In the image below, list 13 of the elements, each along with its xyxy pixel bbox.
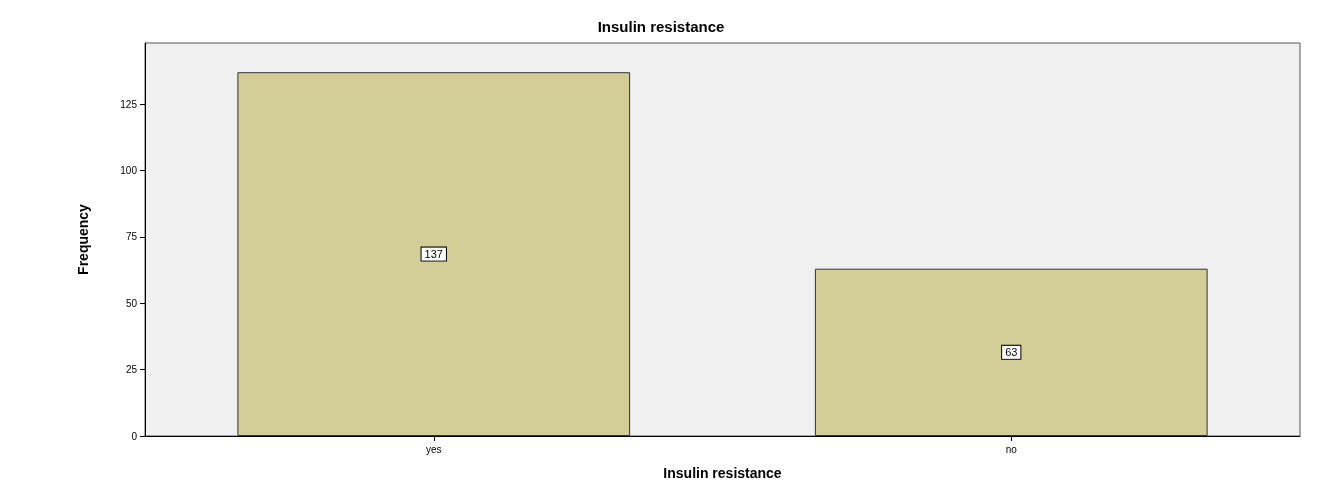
x-tick-label: yes xyxy=(425,443,442,455)
y-axis-title: Frequency xyxy=(75,203,91,275)
x-axis-title: Insulin resistance xyxy=(663,465,782,481)
data-label: 137 xyxy=(424,248,443,261)
y-tick-label: 25 xyxy=(125,364,138,376)
y-tick-label: 100 xyxy=(120,164,138,176)
chart-title: Insulin resistance xyxy=(597,18,725,35)
y-tick-label: 0 xyxy=(131,430,138,442)
x-tick-label: no xyxy=(1005,443,1018,455)
data-label: 63 xyxy=(1005,346,1018,359)
y-tick-label: 125 xyxy=(120,98,138,110)
y-tick-label: 75 xyxy=(125,231,138,243)
y-tick-label: 50 xyxy=(125,297,138,309)
